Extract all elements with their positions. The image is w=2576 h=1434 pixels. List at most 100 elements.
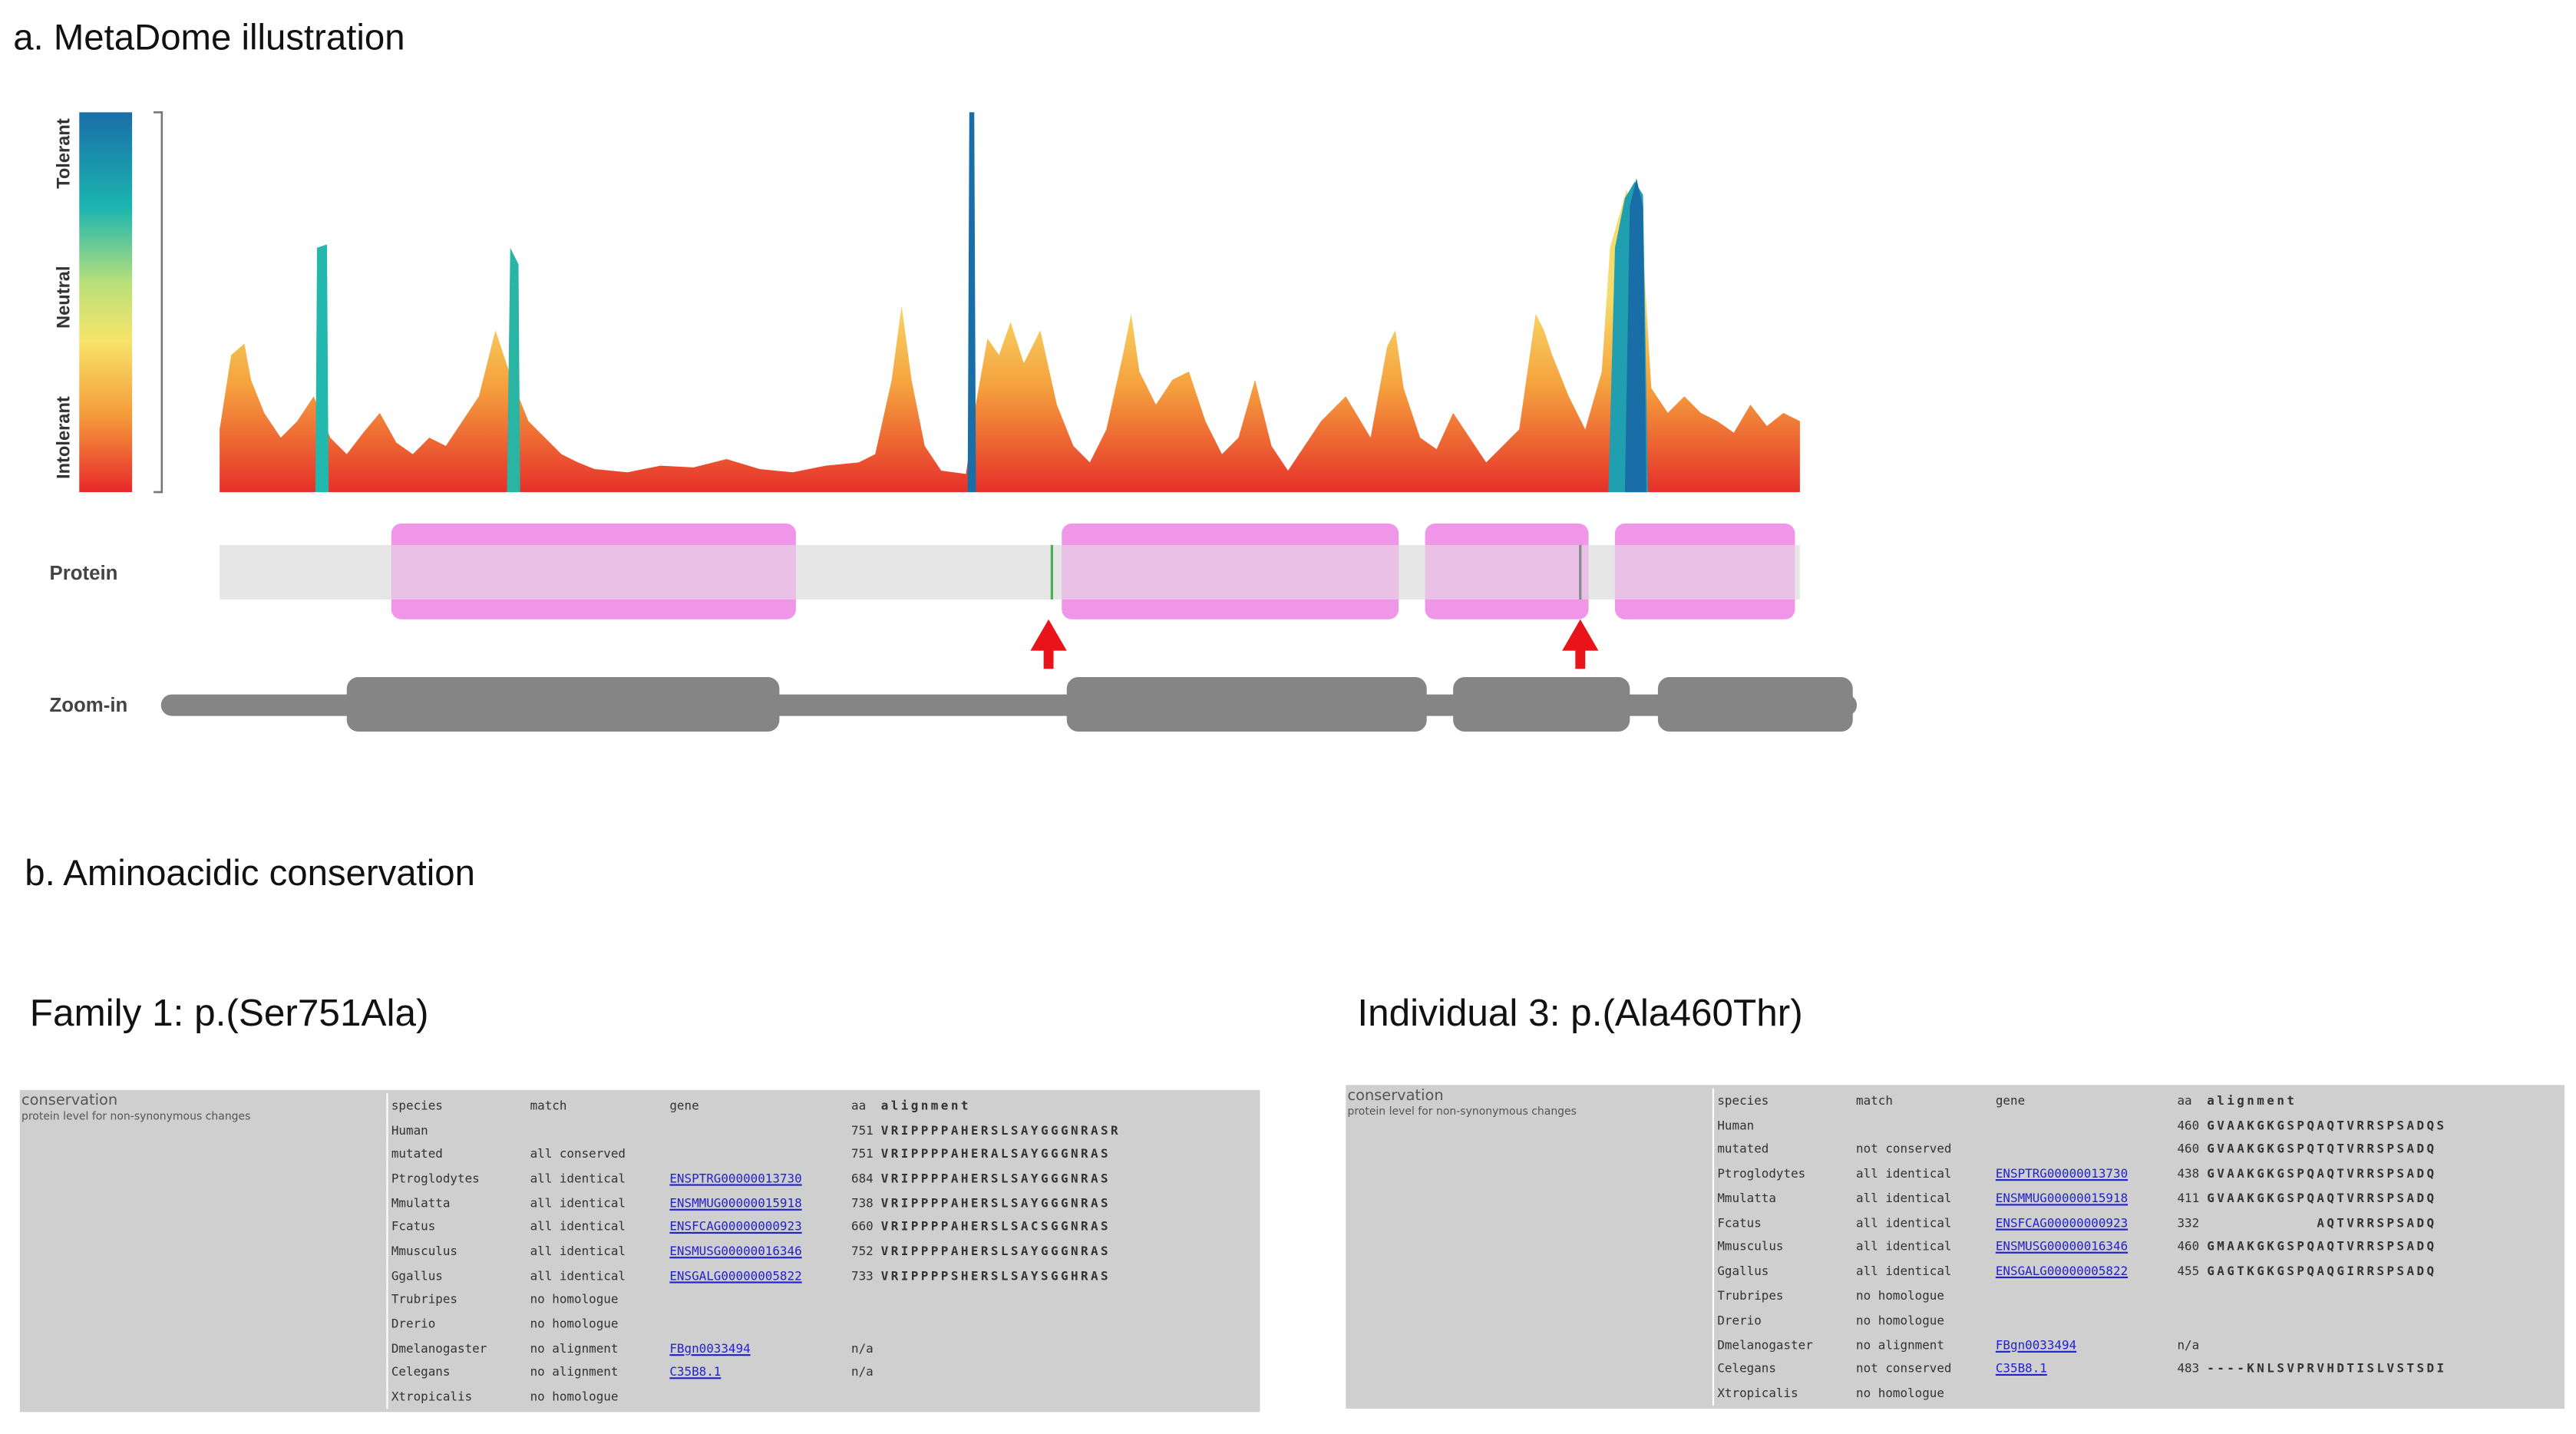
column-header: aa	[2177, 1092, 2192, 1109]
cell-alignment: VRIPPPPAHERSLSACSGGNRAS	[880, 1219, 1111, 1234]
gene-link[interactable]: ENSFCAG00000000923	[1995, 1214, 2129, 1231]
column-header: match	[530, 1098, 567, 1113]
cell-species: Trubripes	[391, 1292, 458, 1307]
cell-aa: 455	[2177, 1264, 2200, 1279]
gene-link[interactable]: ENSPTRG00000013730	[1995, 1166, 2129, 1181]
cell-gene: ENSPTRG00000013730	[1993, 1161, 2175, 1186]
cell-gene: FBgn0033494	[1993, 1332, 2175, 1356]
species-row: Human 751 VRIPPPPAHERSLSAYGGGNRASR	[387, 1118, 1124, 1142]
legend-label: Intolerant	[54, 396, 74, 479]
cell-alignment	[2204, 1308, 2450, 1333]
species-row: Drerio no homologue	[387, 1312, 1124, 1337]
zoom-domain	[1657, 677, 1853, 732]
cell-match: all identical	[530, 1267, 626, 1283]
table-caption: conservation protein level for non-synony…	[21, 1093, 377, 1123]
cell-match: no homologue	[530, 1389, 619, 1404]
species-row: Trubripes no homologue	[387, 1287, 1124, 1312]
gene-link[interactable]: FBgn0033494	[1995, 1337, 2077, 1352]
zoom-domain	[1453, 677, 1630, 732]
domain-overlay	[1614, 544, 1795, 600]
species-row: Human 460 GVAAKGKGSPQAQTVRRSPSADQS	[1713, 1112, 2450, 1137]
tolerance-spike	[507, 247, 520, 493]
column-header: gene	[1995, 1092, 2026, 1109]
cell-alignment: VRIPPPPAHERALSAYGGGNRAS	[880, 1146, 1111, 1161]
gene-link[interactable]: ENSGALG00000005822	[1995, 1264, 2129, 1279]
species-row: Mmulatta all identical ENSMMUG00000015918 4…	[1713, 1186, 2450, 1211]
cell-aa: 483	[2177, 1361, 2200, 1376]
cell-match: no alignment	[530, 1340, 619, 1356]
column-header: gene	[669, 1098, 699, 1113]
cell-species: Xtropicalis	[1717, 1386, 1798, 1401]
species-row: Trubripes no homologue	[1713, 1284, 2450, 1308]
conservation-table: conservation protein level for non-synony…	[1346, 1085, 2564, 1409]
cell-match: not conserved	[1856, 1361, 1952, 1376]
gene-link[interactable]: ENSMUSG00000016346	[1995, 1239, 2129, 1254]
cell-species: Human	[391, 1122, 428, 1138]
cell-gene: ENSPTRG00000013730	[666, 1166, 848, 1191]
legend-gradient	[79, 112, 133, 493]
species-row: Ptroglodytes all identical ENSPTRG00000013…	[1713, 1161, 2450, 1186]
species-row: Fcatus all identical ENSFCAG00000000923 332…	[1713, 1211, 2450, 1235]
cell-match: all identical	[1856, 1214, 1952, 1231]
gene-link[interactable]: ENSMMUG00000015918	[1995, 1190, 2129, 1206]
column-header: species	[391, 1098, 443, 1113]
zoom-domain	[1066, 677, 1427, 732]
cell-gene	[666, 1142, 848, 1166]
cell-aa: 660	[850, 1219, 874, 1234]
gene-link[interactable]: ENSFCAG00000000923	[669, 1219, 802, 1234]
cell-species: Mmusculus	[1717, 1239, 1784, 1254]
cell-species: mutated	[391, 1146, 443, 1161]
cell-gene	[666, 1384, 848, 1409]
gene-link[interactable]: FBgn0033494	[669, 1340, 751, 1356]
cell-gene: ENSMMUG00000015918	[1993, 1186, 2175, 1211]
gene-link[interactable]: ENSPTRG00000013730	[669, 1171, 802, 1186]
gene-link[interactable]: ENSGALG00000005822	[669, 1267, 802, 1283]
cell-gene: FBgn0033494	[666, 1336, 848, 1360]
cell-match: all conserved	[530, 1146, 626, 1161]
tolerance-spike	[967, 112, 976, 493]
cell-alignment: VRIPPPPAHERSLSAYGGGNRAS	[880, 1171, 1111, 1186]
gene-link[interactable]: ENSMMUG00000015918	[669, 1194, 802, 1211]
cell-match	[1853, 1112, 1993, 1137]
species-row: Dmelanogaster no alignment FBgn0033494 n/a	[387, 1336, 1124, 1360]
cell-match: all identical	[530, 1171, 626, 1186]
column-header: alignment	[2207, 1092, 2297, 1109]
cell-alignment: VRIPPPPAHERSLSAYGGGNRAS	[880, 1194, 1111, 1211]
cell-gene	[666, 1312, 848, 1337]
cell-aa: 684	[850, 1171, 874, 1186]
cell-aa	[2174, 1308, 2204, 1333]
gene-link[interactable]: C35B8.1	[1995, 1361, 2047, 1376]
cell-gene	[1993, 1308, 2175, 1333]
cell-species: Human	[1717, 1117, 1755, 1133]
cell-match: no homologue	[530, 1292, 619, 1307]
cell-aa: 460	[2177, 1239, 2200, 1254]
metadome-landscape: Tolerant Neutral Intolerant Protein Zoom…	[50, 111, 1858, 732]
cell-species: Fcatus	[1717, 1214, 1762, 1231]
domain-overlay	[1062, 544, 1399, 600]
cell-alignment: VRIPPPPSHERSLSAYSGGHRAS	[880, 1267, 1111, 1283]
cell-species: Drerio	[1717, 1312, 1762, 1328]
gene-link[interactable]: C35B8.1	[669, 1364, 722, 1380]
cell-gene: ENSMMUG00000015918	[666, 1191, 848, 1215]
variant-arrow	[1030, 619, 1067, 669]
gene-link[interactable]: ENSMUSG00000016346	[669, 1243, 802, 1259]
header-row: species match gene aa alignment	[1713, 1089, 2450, 1113]
cell-species: Mmusculus	[391, 1243, 458, 1259]
column-header: match	[1856, 1092, 1893, 1109]
cell-aa: 438	[2177, 1166, 2200, 1181]
cell-match: no homologue	[1856, 1312, 1944, 1328]
alignment-table: species match gene aa alignment Human 460 GVAAK…	[1712, 1088, 2450, 1406]
cell-aa: 738	[850, 1194, 874, 1211]
cell-species: Dmelanogaster	[391, 1340, 487, 1356]
species-row: Drerio no homologue	[1713, 1308, 2450, 1333]
cell-species: Ptroglodytes	[391, 1171, 480, 1186]
domain-overlay	[391, 544, 796, 600]
legend-label: Neutral	[54, 266, 74, 329]
species-row: Xtropicalis no homologue	[387, 1384, 1124, 1409]
cell-gene	[1993, 1284, 2175, 1308]
cell-aa: 733	[850, 1267, 874, 1283]
cell-match: no alignment	[1856, 1337, 1944, 1352]
cell-alignment: ----KNLSVPRVHDTISLVSTSDI	[2207, 1361, 2447, 1376]
cell-gene: C35B8.1	[1993, 1356, 2175, 1381]
cell-aa	[848, 1312, 878, 1337]
